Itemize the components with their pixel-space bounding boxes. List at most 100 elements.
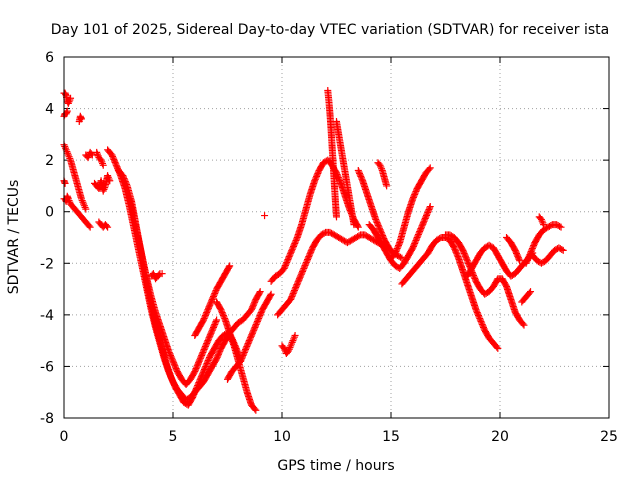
data-point (473, 309, 481, 317)
data-point (420, 217, 428, 225)
data-point (513, 249, 521, 257)
data-point (394, 242, 402, 250)
data-point (97, 156, 105, 164)
data-point (167, 374, 175, 382)
data-point (411, 238, 419, 246)
data-point (200, 315, 208, 323)
data-point (410, 241, 418, 249)
data-point (248, 331, 256, 339)
data-point (283, 257, 291, 265)
data-point (253, 317, 261, 325)
data-point (416, 228, 424, 236)
data-point (252, 322, 260, 330)
data-point (256, 288, 264, 296)
data-point (155, 271, 163, 279)
x-tick-label: 10 (273, 429, 291, 445)
data-point (112, 160, 120, 168)
data-point (99, 161, 107, 169)
data-point (256, 312, 264, 320)
data-point (246, 335, 254, 343)
data-point (248, 329, 256, 337)
data-point (411, 239, 419, 247)
data-point (193, 383, 201, 391)
y-tick-label: 6 (45, 50, 54, 66)
data-point (194, 360, 202, 368)
data-point (453, 250, 461, 258)
data-point (238, 354, 246, 362)
data-point (426, 203, 434, 211)
data-point (237, 356, 245, 364)
data-point (200, 347, 208, 355)
data-point (201, 343, 209, 351)
y-tick-label: 0 (45, 205, 54, 221)
data-point (302, 260, 310, 268)
data-point (206, 300, 214, 308)
data-point (211, 320, 219, 328)
data-point (477, 317, 485, 325)
data-point (426, 164, 434, 172)
data-point (250, 325, 258, 333)
data-point (250, 326, 258, 334)
data-point (198, 350, 206, 358)
data-point (288, 292, 296, 300)
data-point (514, 254, 522, 262)
data-point (79, 198, 87, 206)
data-point (519, 320, 527, 328)
data-point (98, 158, 106, 166)
data-point (452, 248, 460, 256)
data-point (190, 389, 198, 397)
data-point (419, 220, 427, 228)
data-point (100, 185, 108, 193)
data-point (356, 171, 364, 179)
data-point (377, 229, 385, 237)
data-point (194, 380, 202, 388)
data-point (169, 357, 177, 365)
x-tick-label: 15 (382, 429, 400, 445)
data-point (539, 219, 547, 227)
data-point (393, 245, 401, 253)
data-point (66, 154, 74, 162)
data-point (199, 370, 207, 378)
data-point (213, 316, 221, 324)
data-point (460, 249, 468, 257)
data-point (205, 304, 213, 312)
data-point (206, 332, 214, 340)
data-point (167, 351, 175, 359)
data-point (121, 178, 129, 186)
data-point (334, 173, 342, 181)
data-point (214, 352, 222, 360)
data-point (383, 182, 391, 190)
data-point (514, 252, 522, 260)
data-point (191, 366, 199, 374)
data-point (412, 236, 420, 244)
data-point (203, 309, 211, 317)
data-point (418, 223, 426, 231)
data-point (195, 379, 203, 387)
data-point (413, 234, 421, 241)
data-point (285, 345, 293, 353)
data-point (245, 337, 253, 345)
data-point (218, 307, 226, 315)
data-point (237, 357, 245, 365)
data-point (287, 340, 295, 348)
data-point (374, 221, 382, 229)
data-point (465, 260, 473, 268)
data-point (169, 377, 177, 385)
data-point (113, 163, 121, 171)
data-point (211, 289, 219, 297)
data-point (290, 288, 298, 296)
data-point (204, 357, 212, 365)
data-point (250, 300, 258, 308)
data-point (287, 294, 295, 302)
data-point (192, 386, 200, 394)
data-point (168, 376, 176, 384)
data-point (80, 200, 88, 208)
data-point (304, 256, 312, 264)
data-point (464, 258, 472, 266)
data-point (409, 195, 417, 203)
data-point (478, 319, 486, 327)
data-point (515, 255, 523, 263)
data-point (472, 306, 480, 314)
data-point (65, 153, 73, 161)
